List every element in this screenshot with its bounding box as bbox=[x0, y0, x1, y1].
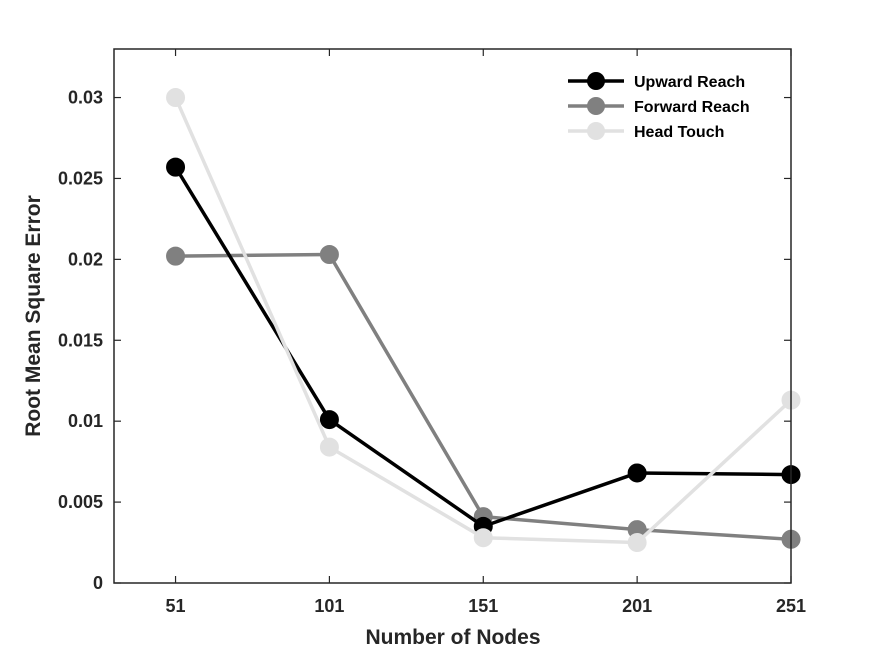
x-tick-label: 251 bbox=[776, 596, 806, 616]
y-axis-title: Root Mean Square Error bbox=[22, 195, 45, 437]
legend-marker bbox=[587, 122, 605, 140]
x-tick-label: 151 bbox=[468, 596, 498, 616]
legend-marker bbox=[587, 72, 605, 90]
data-point bbox=[627, 533, 647, 553]
y-tick-label: 0.01 bbox=[68, 411, 103, 431]
legend-label: Head Touch bbox=[634, 124, 724, 141]
series-upward-reach bbox=[166, 157, 801, 536]
x-tick-label: 51 bbox=[166, 596, 186, 616]
axes: 51 101 151 201 251 0 0.005 0.01 0.015 0.02 0.025 0.… bbox=[58, 48, 806, 616]
data-point bbox=[319, 410, 339, 430]
legend-entry: Forward Reach bbox=[568, 97, 750, 116]
data-point bbox=[166, 157, 186, 177]
legend-label: Forward Reach bbox=[634, 99, 750, 116]
data-point bbox=[627, 463, 647, 483]
legend: Upward Reach Forward Reach Head Touch bbox=[568, 72, 750, 141]
legend-label: Upward Reach bbox=[634, 74, 745, 91]
y-tick-label: 0.03 bbox=[68, 88, 103, 108]
x-tick-label: 101 bbox=[314, 596, 344, 616]
data-point bbox=[166, 88, 186, 108]
data-point bbox=[319, 437, 339, 457]
series-head-touch bbox=[166, 88, 801, 553]
series-layer bbox=[166, 88, 801, 553]
legend-entry: Head Touch bbox=[568, 122, 724, 141]
x-axis-title: Number of Nodes bbox=[365, 626, 540, 649]
plot-background bbox=[114, 49, 791, 583]
y-tick-label: 0.005 bbox=[58, 492, 103, 512]
y-tick-label: 0.02 bbox=[68, 249, 103, 269]
data-point bbox=[166, 246, 186, 266]
axes-box bbox=[113, 48, 792, 584]
plot-area bbox=[114, 49, 791, 583]
data-point bbox=[473, 528, 493, 548]
legend-marker bbox=[587, 97, 605, 115]
y-tick-label: 0.015 bbox=[58, 330, 103, 350]
data-point bbox=[319, 245, 339, 265]
x-tick-label: 201 bbox=[622, 596, 652, 616]
y-tick-label: 0 bbox=[93, 573, 103, 593]
y-tick-label: 0.025 bbox=[58, 168, 103, 188]
legend-entry: Upward Reach bbox=[568, 72, 745, 91]
